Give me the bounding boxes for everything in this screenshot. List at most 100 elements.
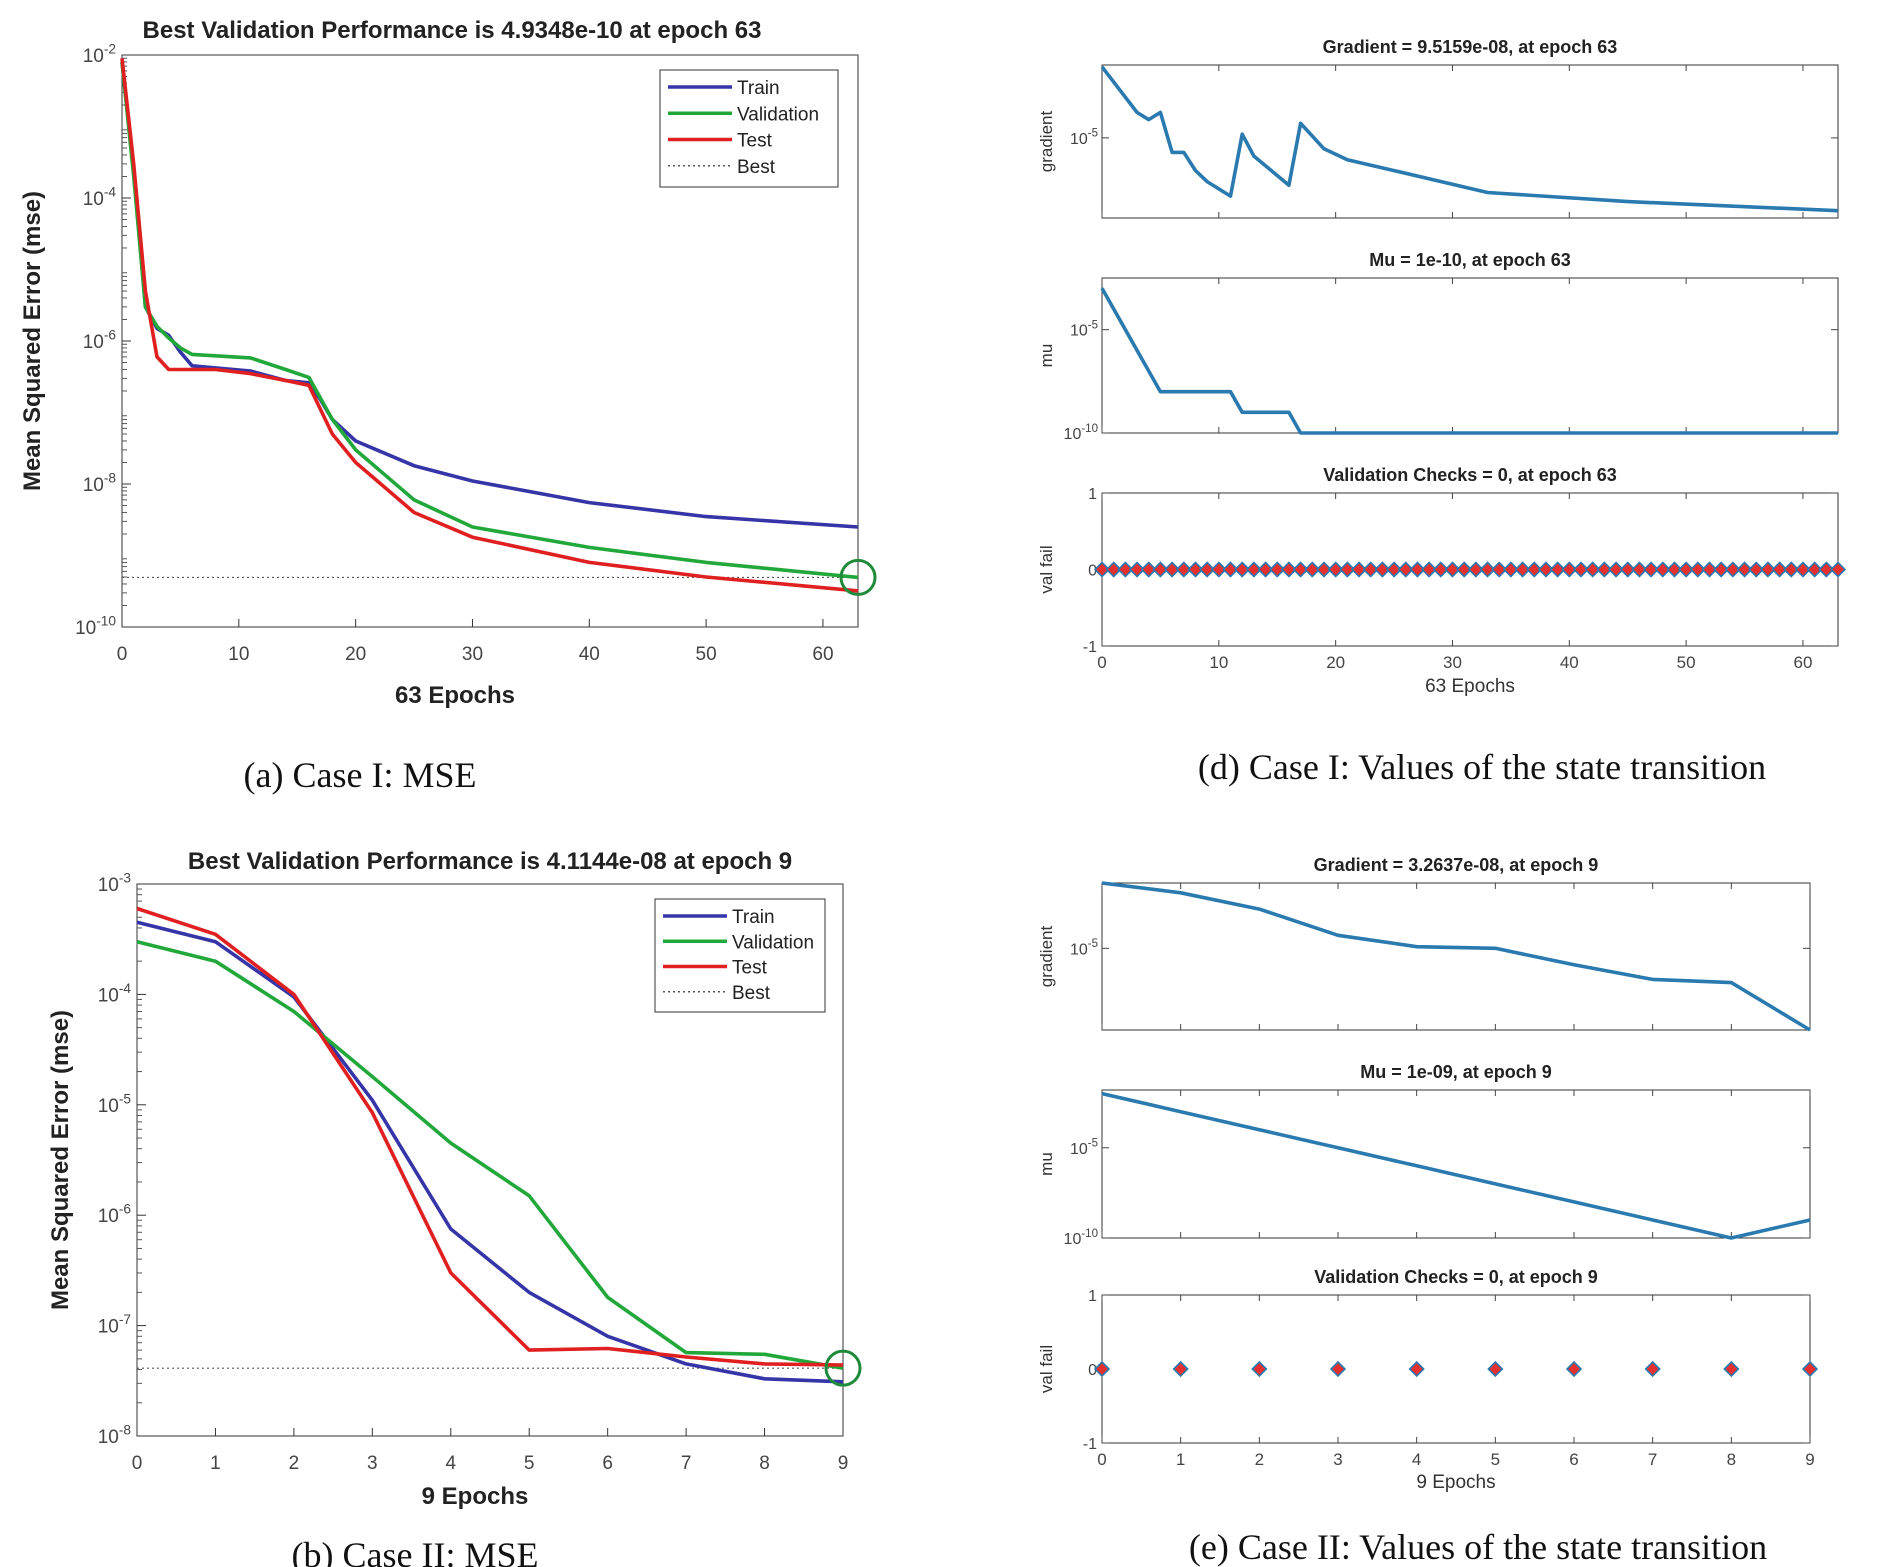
val-fail-marker [1487,1360,1504,1378]
y-tick-label: 10-3 [98,870,131,896]
x-tick-label: 8 [1727,1450,1736,1469]
chart-title: Best Validation Performance is 4.9348e-1… [143,17,762,44]
y-tick-label: 1 [1088,486,1097,503]
x-tick-label: 2 [289,1453,300,1474]
legend-label-best: Best [737,157,776,178]
y-tick-label: 10-2 [83,41,116,67]
panel-line [1101,881,1811,1032]
y-tick-label: 10-10 [75,613,116,639]
legend-label-train: Train [737,78,780,99]
val-fail-marker [1292,561,1309,578]
x-tick-label: 1 [210,1453,221,1474]
val-fail-marker [1251,1360,1268,1378]
y-tick-label: 10-10 [1064,1228,1098,1248]
val-fail-marker [1607,561,1625,578]
val-fail-marker [1829,561,1847,578]
x-tick-label: 0 [132,1453,143,1474]
val-fail-marker [1350,561,1368,578]
x-tick-label: 2 [1255,1450,1264,1469]
val-fail-marker [1234,561,1251,578]
x-tick-label: 10 [1209,653,1228,672]
val-fail-marker [1456,561,1473,578]
y-tick-label: 10-5 [1070,319,1098,339]
val-fail-marker [1689,561,1706,578]
val-fail-marker [1748,561,1765,578]
panel-y-label: val fail [1037,545,1056,593]
panel-line [1100,65,1839,213]
val-fail-marker [1093,1360,1111,1378]
x-tick-label: 7 [681,1453,692,1474]
y-tick-label: 10-8 [98,1422,132,1448]
x-tick-label: 3 [1333,1450,1342,1469]
x-tick-label: 6 [602,1453,613,1474]
val-fail-marker [1537,561,1555,578]
legend-box [659,69,839,188]
caption: (b) Case II: MSE [292,1535,539,1567]
val-fail-marker [1329,1360,1347,1378]
val-fail-marker [1257,561,1274,578]
y-tick-label: 10-10 [1064,423,1098,443]
x-tick-label: 10 [228,644,249,665]
panel-y-label: gradient [1037,926,1056,988]
chart-title: Best Validation Performance is 4.1144e-0… [188,848,792,875]
y-tick-label: 10-7 [98,1312,131,1338]
val-fail-marker [1666,561,1683,578]
y-tick-label: 10-6 [98,1202,131,1228]
val-fail-marker [1245,561,1263,578]
val-fail-marker [1408,1360,1425,1378]
y-tick-label: 10-4 [98,981,132,1007]
val-fail-marker [1584,561,1601,578]
y-tick-label: 1 [1088,1288,1097,1305]
y-tick-label: 10-8 [83,470,117,496]
val-fail-marker [1163,561,1181,578]
val-fail-marker [1514,561,1531,578]
panel-y-label: val fail [1037,1345,1056,1393]
val-fail-marker [1175,561,1192,578]
panel-title: Validation Checks = 0, at epoch 9 [1314,1267,1598,1287]
panel-1: 10-5 10-10 Mu = 1e-10, at epoch 63 mu [1037,250,1839,443]
val-fail-marker [1128,561,1146,578]
y-tick-label: 10-5 [1070,128,1098,148]
series-line-train [136,920,844,1384]
y-axis-label: Mean Squared Error (mse) [19,191,46,491]
val-fail-marker [1549,561,1566,578]
legend-label-train: Train [732,907,775,928]
panel-line [1101,1091,1811,1240]
y-tick-label: -1 [1083,1436,1097,1453]
val-fail-marker [1327,561,1344,578]
val-fail-marker [1771,561,1788,578]
x-tick-label: 20 [1326,653,1345,672]
x-tick-label: 50 [1677,653,1696,672]
x-tick-label: 9 [1805,1450,1814,1469]
x-tick-label: 3 [367,1453,378,1474]
x-axis-label: 9 Epochs [1416,1472,1495,1493]
y-tick-label: 0 [1088,1362,1097,1379]
val-fail-marker [1677,561,1695,578]
y-tick-label: 10-5 [1070,1138,1098,1158]
val-fail-marker [1172,1360,1189,1378]
val-fail-marker [1724,561,1741,578]
x-tick-label: 30 [462,644,483,665]
val-fail-marker [1794,561,1812,578]
panel-title: Gradient = 3.2637e-08, at epoch 9 [1314,855,1599,875]
axes-box [1101,1294,1811,1444]
val-fail-marker [1222,561,1239,578]
x-tick-label: 40 [1560,653,1579,672]
val-fail-marker [1736,561,1753,578]
val-fail-marker [1269,561,1286,578]
panel-title: Gradient = 9.5159e-08, at epoch 63 [1323,37,1618,57]
panel-1: 10-5 10-10 Mu = 1e-09, at epoch 9 mu [1037,1062,1811,1248]
mse-chart-a: 10-2 10-4 10-6 10-8 10-100 10 20 30 40 50 60 Train V… [19,17,877,795]
x-tick-label: 8 [759,1453,770,1474]
series-line-validation [120,61,859,580]
val-fail-marker [1818,561,1835,578]
x-tick-label: 1 [1176,1450,1185,1469]
series-line-test [136,906,844,1367]
y-tick-label: 10-5 [98,1091,132,1117]
legend: Train Validation Test Best [654,898,826,1013]
x-tick-label: 0 [1097,653,1106,672]
legend-label-test: Test [737,131,773,152]
val-fail-marker [1479,561,1496,578]
val-fail-marker [1654,561,1671,578]
